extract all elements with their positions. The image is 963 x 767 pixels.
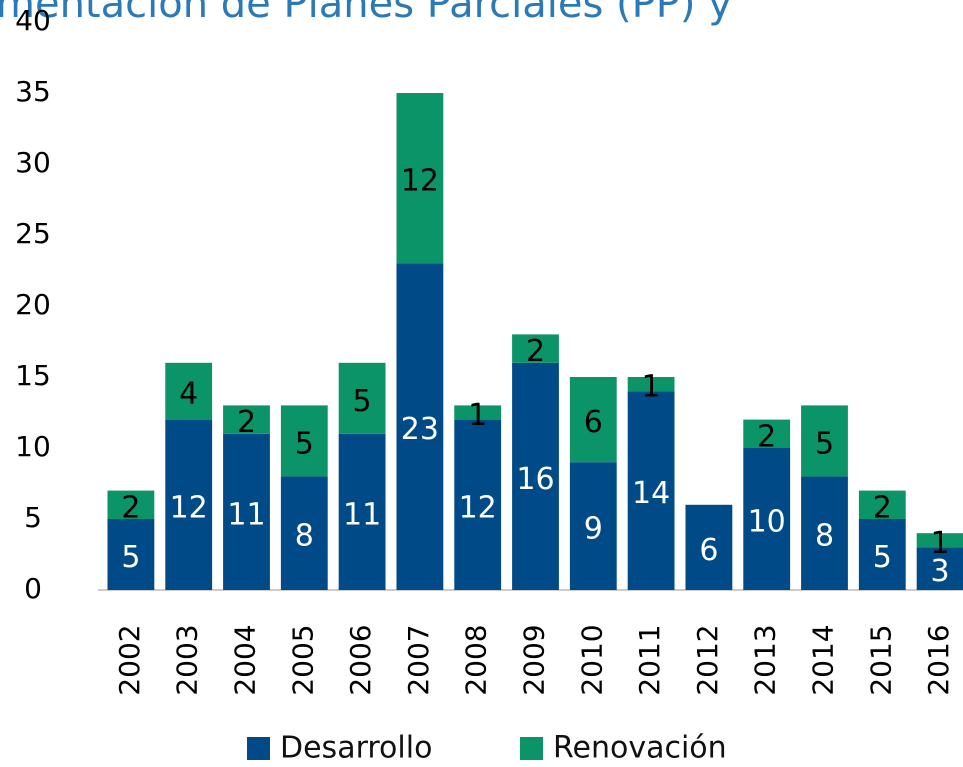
bar-segment (280, 405, 328, 477)
bar-segment (685, 504, 733, 590)
x-tick-label: 2011 (633, 624, 666, 695)
bar-segment (801, 476, 848, 590)
bar-segment (223, 433, 270, 590)
bar-segment (858, 490, 906, 519)
bar-segment (801, 405, 848, 477)
data-label: 12 (459, 490, 497, 525)
data-label: 5 (815, 426, 834, 461)
bar-segment (569, 462, 617, 590)
data-label: 2 (873, 490, 892, 525)
data-label: 2 (121, 490, 140, 525)
bar-segment (858, 519, 906, 590)
x-tick-label: 2007 (402, 624, 435, 695)
data-label: 5 (121, 540, 140, 575)
y-tick-label: 30 (15, 146, 51, 179)
data-label: 5 (873, 540, 892, 575)
data-label: 6 (699, 533, 718, 568)
bar-segment (107, 519, 155, 590)
chart-title: mentación de Planes Parciales (PP) y (0, 0, 732, 27)
data-label: 16 (516, 462, 554, 497)
x-tick-label: 2014 (807, 624, 840, 695)
x-tick-label: 2003 (171, 624, 204, 695)
data-label: 10 (748, 505, 786, 540)
x-tick-label: 2005 (286, 624, 319, 695)
data-label: 9 (584, 512, 603, 547)
y-tick-label: 10 (15, 430, 51, 463)
y-tick-label: 35 (15, 75, 51, 108)
x-tick-label: 2009 (518, 624, 551, 695)
y-tick-label: 40 (15, 4, 51, 37)
y-tick-label: 25 (15, 217, 51, 250)
x-tick-label: 2013 (749, 624, 782, 695)
bar-segment (743, 448, 791, 590)
bar-segment (743, 419, 791, 448)
x-tick-label: 2006 (344, 624, 377, 695)
bar-segment (916, 547, 963, 590)
y-tick-label: 20 (15, 288, 51, 321)
bar-segment (512, 334, 559, 363)
x-tick-label: 2002 (113, 624, 146, 695)
bar-segment (165, 419, 213, 590)
y-tick-label: 5 (24, 501, 42, 534)
bar-segment (569, 377, 617, 463)
data-label: 11 (343, 497, 381, 532)
data-label: 2 (757, 419, 776, 454)
bar-segment (107, 490, 155, 519)
legend-label: Desarrollo (280, 731, 432, 766)
data-label: 1 (931, 526, 950, 561)
data-label: 8 (295, 519, 314, 554)
x-tick-label: 2012 (691, 624, 724, 695)
bar-segment (396, 263, 444, 590)
data-label: 2 (237, 405, 256, 440)
bar-segment (165, 362, 213, 420)
legend-label: Renovación (553, 731, 727, 766)
data-label: 4 (179, 377, 198, 412)
data-label: 23 (401, 412, 439, 447)
legend-swatch (520, 737, 543, 760)
bar-segment (396, 93, 444, 264)
y-tick-label: 15 (15, 359, 51, 392)
data-label: 3 (931, 554, 950, 589)
bar-segment (916, 533, 963, 548)
bar-segment (338, 362, 386, 434)
data-label: 6 (584, 405, 603, 440)
x-tick-label: 2016 (922, 624, 955, 695)
x-tick-label: 2008 (460, 624, 493, 695)
y-tick-label: 0 (24, 572, 42, 605)
bar-segment (512, 362, 559, 590)
x-tick-label: 2015 (864, 624, 897, 695)
bar-segment (280, 476, 328, 590)
data-label: 11 (227, 497, 265, 532)
bar-segment (454, 419, 502, 590)
data-label: 14 (632, 476, 670, 511)
bar-segment (627, 377, 675, 392)
x-tick-label: 2004 (229, 624, 262, 695)
bar-segment (223, 405, 270, 434)
x-tick-label: 2010 (575, 624, 608, 695)
data-label: 2 (526, 334, 545, 369)
bar-segment (338, 433, 386, 590)
data-label: 5 (353, 384, 372, 419)
bar-segment (454, 405, 502, 420)
bar-segment (627, 391, 675, 590)
data-label: 12 (401, 164, 439, 199)
legend-swatch (247, 737, 270, 760)
data-label: 5 (295, 426, 314, 461)
data-label: 1 (468, 398, 487, 433)
data-label: 12 (170, 490, 208, 525)
data-label: 1 (642, 370, 661, 405)
data-label: 8 (815, 519, 834, 554)
